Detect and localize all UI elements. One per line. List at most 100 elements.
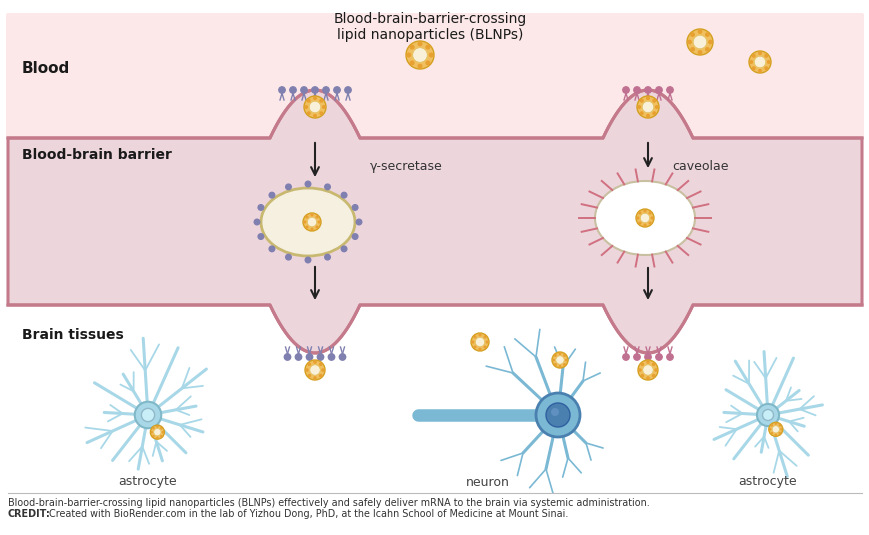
Circle shape bbox=[651, 374, 654, 378]
Circle shape bbox=[301, 87, 307, 93]
Circle shape bbox=[160, 427, 163, 430]
Circle shape bbox=[640, 363, 643, 366]
Circle shape bbox=[550, 408, 559, 416]
Circle shape bbox=[406, 52, 411, 58]
Circle shape bbox=[639, 111, 643, 115]
Circle shape bbox=[315, 215, 318, 218]
Circle shape bbox=[770, 432, 773, 434]
Circle shape bbox=[322, 105, 325, 109]
Circle shape bbox=[278, 87, 285, 93]
Circle shape bbox=[417, 64, 422, 68]
Polygon shape bbox=[8, 90, 861, 353]
Circle shape bbox=[313, 114, 316, 118]
Circle shape bbox=[412, 48, 427, 62]
Circle shape bbox=[756, 404, 778, 426]
Circle shape bbox=[653, 368, 657, 372]
Circle shape bbox=[317, 354, 323, 360]
Circle shape bbox=[562, 354, 566, 357]
Circle shape bbox=[304, 105, 308, 109]
Circle shape bbox=[772, 426, 779, 433]
Ellipse shape bbox=[261, 188, 355, 256]
Circle shape bbox=[757, 69, 761, 73]
Text: γ-secretase: γ-secretase bbox=[369, 159, 442, 172]
Circle shape bbox=[302, 220, 306, 224]
Circle shape bbox=[344, 87, 351, 93]
Circle shape bbox=[307, 363, 311, 366]
Circle shape bbox=[638, 368, 641, 372]
Circle shape bbox=[258, 234, 263, 239]
Circle shape bbox=[666, 354, 673, 360]
Circle shape bbox=[485, 340, 488, 343]
Circle shape bbox=[635, 209, 653, 227]
Ellipse shape bbox=[594, 181, 694, 255]
Circle shape bbox=[646, 96, 649, 100]
Circle shape bbox=[310, 227, 313, 231]
Circle shape bbox=[269, 246, 275, 251]
Circle shape bbox=[757, 51, 761, 55]
Circle shape bbox=[773, 434, 776, 436]
Circle shape bbox=[319, 363, 322, 366]
Circle shape bbox=[313, 360, 316, 364]
Circle shape bbox=[313, 376, 316, 380]
Circle shape bbox=[319, 111, 322, 115]
Circle shape bbox=[643, 224, 646, 227]
Circle shape bbox=[307, 374, 311, 378]
Circle shape bbox=[306, 354, 312, 360]
Circle shape bbox=[643, 209, 646, 212]
Circle shape bbox=[141, 408, 155, 422]
Circle shape bbox=[135, 402, 161, 428]
Circle shape bbox=[339, 354, 345, 360]
Circle shape bbox=[156, 437, 158, 439]
Circle shape bbox=[693, 35, 706, 49]
Circle shape bbox=[352, 205, 357, 210]
Text: caveolae: caveolae bbox=[671, 159, 727, 172]
Circle shape bbox=[425, 44, 430, 50]
Circle shape bbox=[761, 409, 773, 421]
Circle shape bbox=[639, 99, 643, 103]
Text: astrocyte: astrocyte bbox=[738, 476, 796, 488]
Circle shape bbox=[162, 431, 164, 433]
Circle shape bbox=[473, 335, 476, 339]
Circle shape bbox=[555, 356, 563, 364]
Circle shape bbox=[778, 424, 780, 426]
Circle shape bbox=[295, 354, 302, 360]
Circle shape bbox=[646, 360, 649, 364]
Text: neuron: neuron bbox=[466, 476, 509, 488]
Circle shape bbox=[409, 60, 415, 65]
Circle shape bbox=[317, 220, 321, 224]
Circle shape bbox=[309, 365, 320, 375]
Circle shape bbox=[478, 333, 481, 337]
Circle shape bbox=[753, 56, 765, 68]
Circle shape bbox=[655, 354, 661, 360]
Circle shape bbox=[160, 435, 163, 438]
Circle shape bbox=[284, 354, 290, 360]
Circle shape bbox=[622, 87, 628, 93]
Circle shape bbox=[707, 40, 712, 44]
Circle shape bbox=[704, 32, 709, 37]
Circle shape bbox=[152, 435, 155, 438]
Circle shape bbox=[428, 52, 434, 58]
Circle shape bbox=[321, 368, 324, 372]
Circle shape bbox=[315, 225, 318, 228]
Circle shape bbox=[638, 221, 640, 225]
Circle shape bbox=[689, 47, 694, 52]
Text: astrocyte: astrocyte bbox=[118, 476, 177, 488]
Circle shape bbox=[305, 225, 308, 228]
Circle shape bbox=[689, 32, 694, 37]
Circle shape bbox=[289, 87, 295, 93]
Text: Blood-brain-barrier-crossing lipid nanoparticles (BLNPs) effectively and safely : Blood-brain-barrier-crossing lipid nanop… bbox=[8, 498, 652, 508]
Circle shape bbox=[324, 254, 330, 260]
Circle shape bbox=[687, 40, 691, 44]
Circle shape bbox=[535, 393, 580, 437]
Circle shape bbox=[305, 360, 325, 380]
Circle shape bbox=[666, 87, 673, 93]
Circle shape bbox=[640, 213, 649, 223]
Circle shape bbox=[748, 60, 753, 64]
Circle shape bbox=[554, 363, 556, 366]
Circle shape bbox=[305, 181, 310, 187]
Circle shape bbox=[652, 111, 655, 115]
Circle shape bbox=[644, 87, 651, 93]
Circle shape bbox=[478, 348, 481, 351]
FancyBboxPatch shape bbox=[6, 13, 863, 137]
Circle shape bbox=[642, 365, 653, 375]
